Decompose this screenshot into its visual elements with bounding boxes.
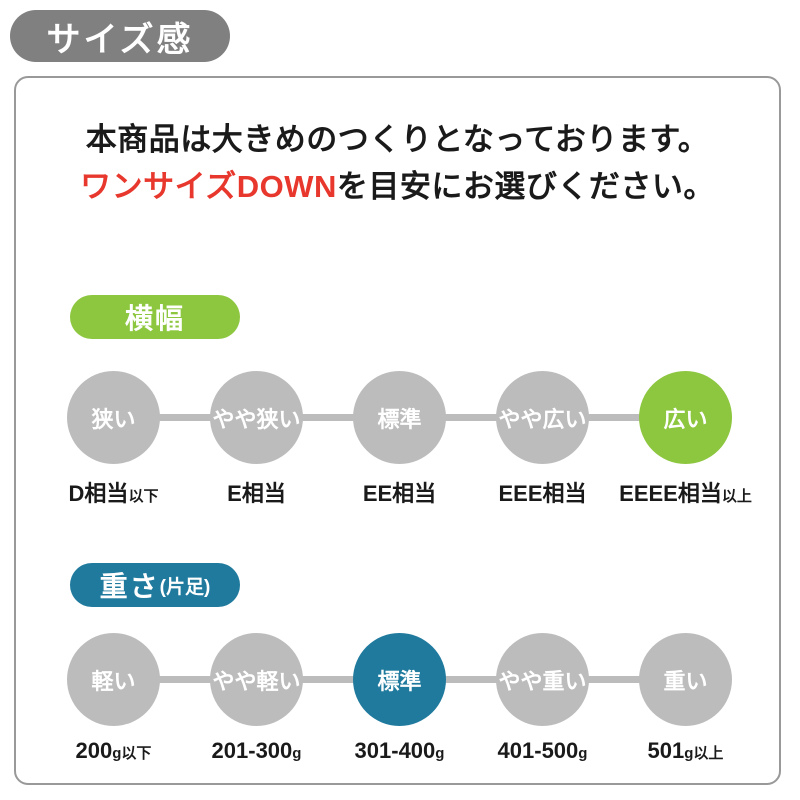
width-section-badge: 横幅 <box>70 295 240 339</box>
width-scale: 狭い やや狭い 標準 やや広い 広い <box>42 371 757 464</box>
width-circle-narrow: 狭い <box>67 371 160 464</box>
weight-section-badge: 重さ (片足) <box>70 563 240 607</box>
notice-line-1: 本商品は大きめのつくりとなっております。 <box>85 122 710 157</box>
weight-labels: 200g以下 201-300g 301-400g 401-500g 501g以上 <box>42 738 757 764</box>
notice-highlight: ワンサイズDOWN <box>80 169 337 204</box>
width-label-1: D相当以下 <box>68 481 159 506</box>
width-circle-slightly-wide: やや広い <box>496 371 589 464</box>
width-step-5: 広い <box>614 371 757 464</box>
weight-step-1: 軽い <box>42 633 185 726</box>
width-circle-standard: 標準 <box>353 371 446 464</box>
weight-step-4: やや重い <box>471 633 614 726</box>
weight-label-4: 401-500g <box>497 738 588 763</box>
weight-step-2: やや軽い <box>185 633 328 726</box>
width-labels: D相当以下 E相当 EE相当 EEE相当 EEEE相当以上 <box>42 476 757 508</box>
width-badge-label: 横幅 <box>124 303 185 334</box>
width-step-3: 標準 <box>328 371 471 464</box>
content-box: 本商品は大きめのつくりとなっております。 ワンサイズDOWNを目安にお選びくださ… <box>14 76 781 785</box>
weight-label-2: 201-300g <box>211 738 302 763</box>
weight-label-1: 200g以下 <box>75 738 152 763</box>
notice-line-2-rest: を目安にお選びください。 <box>336 169 715 204</box>
page-title: サイズ感 <box>10 10 230 62</box>
notice-line-2: ワンサイズDOWNを目安にお選びください。 <box>16 163 779 210</box>
width-label-3: EE相当 <box>362 481 437 506</box>
width-step-1: 狭い <box>42 371 185 464</box>
weight-step-3: 標準 <box>328 633 471 726</box>
weight-circle-slightly-light: やや軽い <box>210 633 303 726</box>
weight-step-5: 重い <box>614 633 757 726</box>
notice-text: 本商品は大きめのつくりとなっております。 ワンサイズDOWNを目安にお選びくださ… <box>16 116 779 210</box>
weight-scale: 軽い やや軽い 標準 やや重い 重い <box>42 633 757 726</box>
weight-circle-slightly-heavy: やや重い <box>496 633 589 726</box>
weight-badge-suffix: (片足) <box>159 576 211 598</box>
width-label-4: EEE相当 <box>498 481 587 506</box>
width-label-5: EEEE相当以上 <box>619 481 752 506</box>
weight-circle-light: 軽い <box>67 633 160 726</box>
weight-label-3: 301-400g <box>354 738 445 763</box>
width-circle-slightly-narrow: やや狭い <box>210 371 303 464</box>
width-step-2: やや狭い <box>185 371 328 464</box>
width-step-4: やや広い <box>471 371 614 464</box>
weight-label-5: 501g以上 <box>647 738 724 763</box>
width-circle-wide-active: 広い <box>639 371 732 464</box>
width-label-2: E相当 <box>227 481 286 506</box>
weight-circle-standard-active: 標準 <box>353 633 446 726</box>
weight-badge-label: 重さ <box>99 571 160 602</box>
weight-circle-heavy: 重い <box>639 633 732 726</box>
